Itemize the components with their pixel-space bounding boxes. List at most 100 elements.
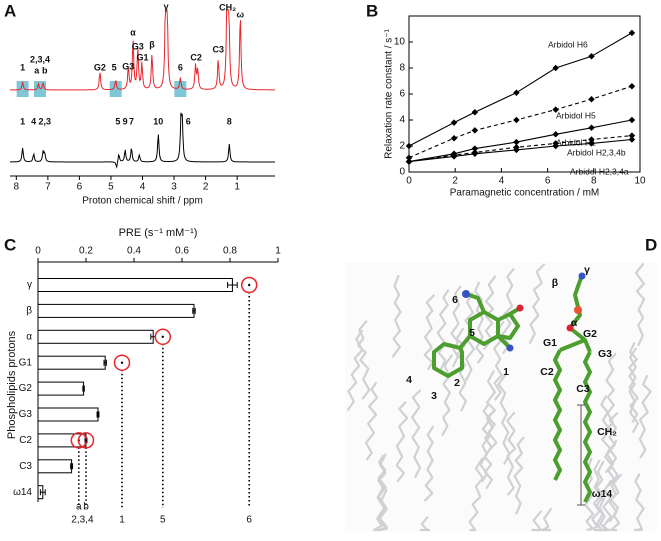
y-tick-label: γ <box>27 280 32 291</box>
lipid-stick <box>474 281 485 364</box>
lipid-stick <box>589 459 602 531</box>
y-tick-label: α <box>26 331 32 342</box>
atom <box>506 344 514 352</box>
lipid-stick <box>628 342 639 423</box>
x-tick-label: 1 <box>275 246 281 257</box>
lipid-stick <box>479 403 492 483</box>
scale-line <box>577 404 585 506</box>
lipid-chain <box>553 349 562 481</box>
peak-label: 6 <box>178 62 183 72</box>
atom-label: G1 <box>543 337 557 349</box>
x-tick-label: 4 <box>499 176 505 187</box>
peak-label: β <box>149 39 155 49</box>
lipid-stick <box>485 370 498 452</box>
data-point <box>628 82 636 90</box>
marker-group-label: 2,3,4 <box>71 515 94 526</box>
peak-label: a <box>34 65 40 75</box>
marker-dot <box>84 439 88 442</box>
peak-label: 10 <box>153 116 163 126</box>
series-label: Arbidol H2,3,4a <box>570 166 629 176</box>
data-point <box>552 106 559 113</box>
peak-label: 5 <box>115 116 120 126</box>
arbidol <box>432 292 522 378</box>
data-point <box>405 154 413 161</box>
peak-label: G1 <box>136 52 148 62</box>
x-tick-label: 8 <box>591 176 597 187</box>
peak-label: G3 <box>122 61 134 71</box>
data-point <box>405 142 413 150</box>
atom-label: 5 <box>469 327 475 339</box>
marker-label: b <box>83 502 89 513</box>
x-tick-label: 8 <box>14 182 20 193</box>
x-tick-label: 0.6 <box>175 246 189 257</box>
y-tick-label: 0 <box>399 167 405 178</box>
x-tick-label: 6 <box>545 176 551 187</box>
peak-label: 5 <box>112 62 117 72</box>
bar <box>37 278 233 292</box>
peak-label: 9 <box>123 116 128 126</box>
atom-label: 2 <box>454 377 460 389</box>
data-point <box>471 145 479 152</box>
bar <box>37 329 154 344</box>
y-tick-label: G3 <box>19 409 33 420</box>
highlight-box <box>174 81 187 97</box>
y-tick-label: 10 <box>394 37 406 48</box>
marker-label: a <box>76 502 82 513</box>
atom-label: C3 <box>576 383 590 395</box>
lipid-stick <box>450 285 462 368</box>
data-point <box>588 124 595 132</box>
y-tick-label: 6 <box>399 89 405 100</box>
lipid-stick <box>600 395 613 474</box>
peak-label: 6 <box>186 116 191 126</box>
series-line <box>408 32 633 147</box>
atom-label: G3 <box>598 348 612 360</box>
y-axis-label: Relaxation rate constant / s⁻¹ <box>384 28 395 158</box>
data-point <box>628 136 636 143</box>
peak-label: 2,3,4 <box>30 54 50 64</box>
lipid-stick <box>605 352 617 431</box>
bar <box>37 381 85 396</box>
peak-label: ω <box>236 9 244 19</box>
lipid-stick <box>468 457 484 532</box>
lipid-stick <box>423 294 436 371</box>
x-tick-label: 0 <box>35 246 41 257</box>
highlight-box <box>109 81 122 97</box>
x-tick-label: 0.8 <box>223 246 237 257</box>
lipid-stick <box>541 507 553 532</box>
lipid-stick <box>357 320 371 400</box>
y-tick-label: 8 <box>399 63 405 74</box>
lipid-stick <box>633 473 645 532</box>
bar <box>37 303 195 318</box>
error-bar <box>70 463 74 470</box>
data-point <box>588 140 595 147</box>
x-axis-label: Proton chemical shift / ppm <box>82 196 203 207</box>
data-point <box>471 127 479 134</box>
atom-label: 3 <box>431 390 437 402</box>
bar <box>37 355 106 370</box>
x-tick-label: 2 <box>452 176 458 187</box>
series-label: Arbidol H1 <box>556 137 596 147</box>
atom <box>566 324 574 332</box>
x-tick-label: 0.4 <box>127 246 141 257</box>
peak-label: b <box>42 65 48 75</box>
spectrum-trace <box>10 112 275 169</box>
peak-label: 1 <box>20 116 25 126</box>
x-tick-label: 4 <box>140 182 146 193</box>
lipid-stick <box>441 354 454 437</box>
error-bar <box>96 411 100 418</box>
atom-label: ω14 <box>592 488 613 500</box>
peak-label: 7 <box>129 116 134 126</box>
lipid-stick <box>593 460 605 532</box>
atom-label: α <box>571 317 578 329</box>
error-bar <box>39 489 46 496</box>
lipid-stick <box>531 510 543 532</box>
y-tick-label: C2 <box>19 435 32 446</box>
data-point <box>628 116 636 124</box>
peak-label: γ <box>164 1 169 11</box>
y-tick-label: ω14 <box>13 487 32 498</box>
atom-label: 6 <box>452 294 458 306</box>
lipid-stick <box>419 515 431 532</box>
lipid-stick <box>597 497 608 532</box>
data-point <box>450 153 458 160</box>
